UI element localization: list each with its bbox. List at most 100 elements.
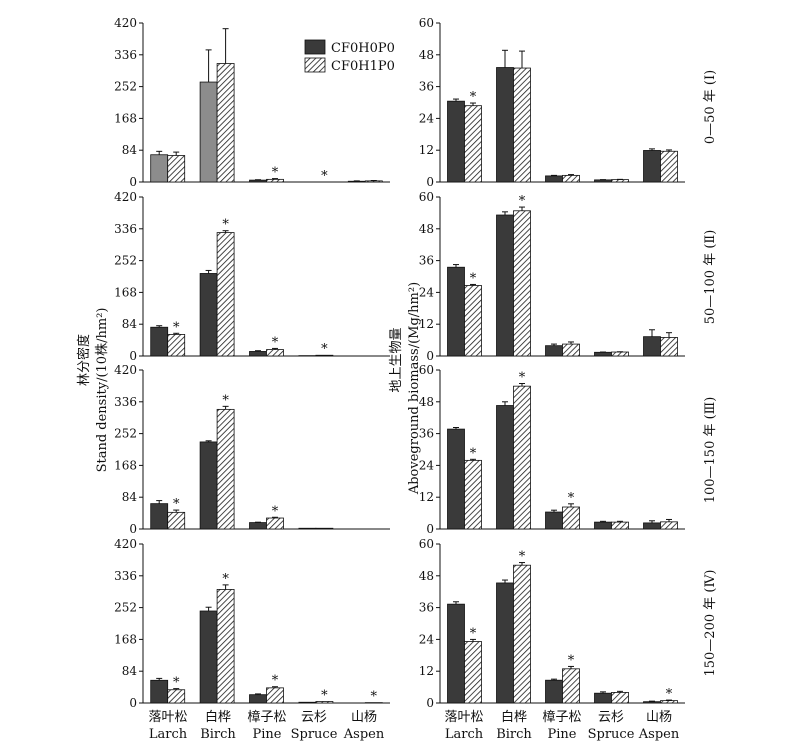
biomass-ytick-label-1-4: 48 (419, 48, 434, 62)
biomass-ytick-label-2-5: 60 (419, 190, 434, 204)
density-star-p2-birch: * (222, 218, 229, 233)
density-ytick-label-3-5: 420 (114, 363, 137, 377)
density-ytick-label-1-2: 168 (114, 111, 137, 125)
biomass-ytick-label-3-2: 24 (419, 458, 435, 472)
density-bar-p1-larch-s1 (150, 154, 169, 183)
density-bar-p3-birch-s1 (199, 441, 218, 530)
biomass-bar-p3-larch-s1 (447, 428, 465, 530)
biomass-ytick-label-1-0: 0 (426, 175, 434, 189)
density-star-p4-spruce: * (321, 688, 328, 703)
biomass-bar-p3-spruce-s2 (611, 521, 629, 530)
density-bar-p1-birch-s1 (199, 81, 218, 183)
biomass-bar-p4-larch-s1 (447, 603, 465, 704)
biomass-ytick-label-4-2: 24 (419, 632, 435, 646)
density-star-p1-pine: * (272, 166, 279, 181)
density-bar-p3-spruce-s2 (315, 527, 334, 530)
biomass-ytick-label-2-1: 12 (419, 317, 434, 331)
density-panel-3: 0 84 168 252 336 420 * * * (114, 363, 390, 536)
biomass-bar-p2-pine-s1 (545, 345, 563, 357)
biomass-star-p1-larch: * (470, 90, 477, 105)
period-label-3: 100—150 年 (Ⅲ) (703, 397, 718, 504)
density-cat-cn-larch: 落叶松 (148, 710, 187, 725)
biomass-ytick-label-1-3: 36 (419, 80, 434, 94)
biomass-bar-p4-birch-s2 (513, 564, 531, 704)
biomass-bar-p3-pine-s2 (562, 506, 580, 530)
biomass-bar-p2-aspen-s1 (643, 336, 661, 357)
plot-area: 0 84 168 252 336 420 * * 0 84 168 252 336 420 * * * * 0 84 1… (114, 16, 685, 710)
density-category-labels: 落叶松 白桦 樟子松 云杉 山杨 Larch Birch Pine Spruce… (148, 709, 384, 742)
biomass-bar-p1-pine-s1 (545, 175, 563, 183)
density-bar-p1-aspen-s2 (364, 180, 383, 183)
density-ytick-label-2-5: 420 (114, 190, 137, 204)
biomass-star-p2-birch: * (519, 194, 526, 209)
biomass-bar-p3-aspen-s1 (643, 522, 661, 530)
biomass-ytick-label-2-4: 48 (419, 222, 434, 236)
density-bar-p4-spruce-s1 (298, 701, 317, 704)
density-star-p1-spruce: * (321, 169, 328, 184)
biomass-ytick-label-3-1: 12 (419, 490, 434, 504)
biomass-ytick-label-2-2: 24 (419, 285, 435, 299)
biomass-bar-p2-spruce-s1 (594, 351, 612, 357)
density-bar-p4-birch-s1 (199, 610, 218, 704)
density-star-p2-spruce: * (321, 342, 328, 357)
biomass-bar-p1-birch-s1 (496, 67, 514, 183)
density-bar-p2-birch-s1 (199, 273, 218, 357)
density-ytick-label-1-1: 84 (122, 143, 138, 157)
biomass-bar-p1-spruce-s1 (594, 179, 612, 183)
biomass-ytick-label-4-0: 0 (426, 696, 434, 710)
density-star-p4-birch: * (222, 572, 229, 587)
biomass-cat-en-larch: Larch (445, 727, 484, 742)
biomass-ytick-label-1-1: 12 (419, 143, 434, 157)
biomass-bar-p1-larch-s2 (464, 105, 482, 183)
biomass-bar-p3-pine-s1 (545, 511, 563, 530)
period-label-4: 150—200 年 (Ⅳ) (703, 569, 718, 676)
biomass-bar-p2-larch-s1 (447, 266, 465, 357)
biomass-panel-3: 0 12 24 36 48 60 * * * (419, 363, 685, 536)
biomass-cat-cn-birch: 白桦 (501, 709, 527, 725)
density-ytick-label-1-0: 0 (129, 175, 137, 189)
legend-swatch-cf0h1p0 (304, 57, 326, 73)
biomass-bar-p2-pine-s2 (562, 343, 580, 357)
biomass-bar-p4-aspen-s1 (643, 701, 661, 704)
biomass-star-p4-aspen: * (666, 687, 673, 702)
density-ytick-label-2-0: 0 (129, 349, 137, 363)
density-bar-p1-birch-s2 (216, 63, 235, 183)
legend-label-cf0h1p0: CF0H1P0 (331, 59, 395, 74)
density-ylabel-en: Stand density/(10株/hm²) (95, 308, 110, 473)
biomass-bar-p4-spruce-s1 (594, 692, 612, 704)
biomass-bar-p1-larch-s1 (447, 100, 465, 183)
density-star-p4-pine: * (272, 674, 279, 689)
density-ytick-label-4-2: 168 (114, 632, 137, 646)
biomass-bar-p1-aspen-s1 (643, 150, 661, 183)
biomass-cat-en-birch: Birch (496, 727, 532, 742)
biomass-bar-p1-aspen-s2 (660, 150, 678, 183)
biomass-panel-4: 0 12 24 36 48 60 * * * * (419, 537, 685, 710)
biomass-bar-p4-pine-s1 (545, 679, 563, 704)
density-ytick-label-1-4: 336 (114, 48, 137, 62)
density-bar-p4-pine-s2 (266, 687, 284, 704)
legend-swatch-cf0h0p0 (304, 39, 326, 55)
biomass-bar-p1-spruce-s2 (611, 179, 629, 183)
density-bar-p2-larch-s1 (150, 326, 169, 357)
density-ylabel-cn: 林分密度 (76, 334, 92, 386)
period-label-1: 0—50 年 (Ⅰ) (703, 70, 718, 144)
biomass-panel-1: 0 12 24 36 48 60 * (419, 16, 685, 189)
density-ytick-label-3-4: 336 (114, 395, 137, 409)
biomass-ytick-label-2-3: 36 (419, 254, 434, 268)
density-bar-p4-spruce-s2 (315, 701, 334, 704)
biomass-bar-p3-birch-s1 (496, 405, 514, 530)
biomass-bar-p3-birch-s2 (513, 385, 531, 530)
biomass-bar-p1-pine-s2 (562, 174, 580, 183)
biomass-ylabel-en: Aboveground biomass/(Mg/hm²) (407, 282, 422, 495)
biomass-cat-cn-spruce: 云杉 (598, 710, 624, 725)
density-star-p3-larch: * (173, 497, 180, 512)
biomass-cat-cn-aspen: 山杨 (646, 710, 672, 725)
density-ytick-label-2-4: 336 (114, 222, 137, 236)
biomass-bar-p4-pine-s2 (562, 668, 580, 704)
biomass-star-p4-pine: * (568, 653, 575, 668)
biomass-cat-en-aspen: Aspen (638, 727, 680, 742)
biomass-ytick-label-3-0: 0 (426, 522, 434, 536)
density-bar-p3-larch-s2 (167, 511, 186, 530)
density-bar-p2-pine-s2 (266, 349, 284, 357)
